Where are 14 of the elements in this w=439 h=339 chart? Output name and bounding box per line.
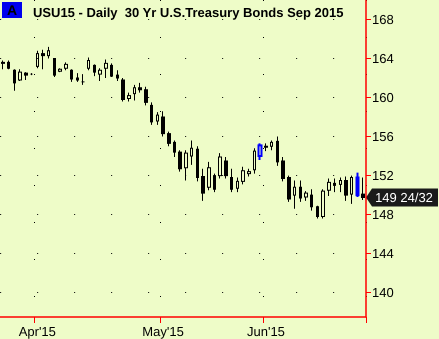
chart-title: USU15 - Daily 30 Yr U.S.Treasury Bonds Sep 2015 xyxy=(33,5,344,20)
y-tick-label: 168 xyxy=(372,12,394,28)
y-tick-label: 140 xyxy=(372,285,394,300)
annotation: A xyxy=(6,2,18,18)
x-tick-label: Jun'15 xyxy=(247,324,285,339)
text: 149 24/32 xyxy=(375,190,433,206)
x-tick-label: Apr'15 xyxy=(18,324,56,339)
y-tick-label: 148 xyxy=(372,207,394,222)
x-tick-label: May'15 xyxy=(142,324,184,339)
y-tick-label: 152 xyxy=(372,168,394,184)
y-tick-label: 144 xyxy=(372,246,394,262)
y-tick-label: 156 xyxy=(372,129,394,144)
y-tick-label: 164 xyxy=(372,51,394,66)
y-tick-label: 160 xyxy=(372,90,394,106)
